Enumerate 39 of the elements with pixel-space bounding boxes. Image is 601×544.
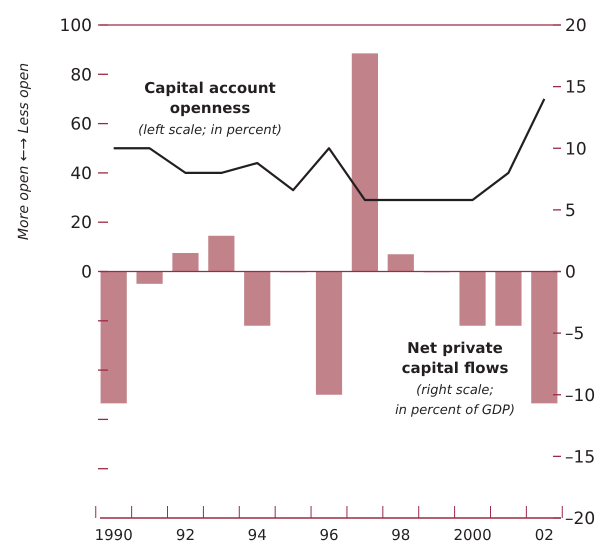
y2-tick-label: –15 bbox=[565, 447, 596, 468]
y-tick-label: 40 bbox=[70, 164, 92, 184]
x-tick-label: 02 bbox=[534, 526, 554, 544]
y2-tick-label: 15 bbox=[565, 78, 587, 98]
annotation: (right scale; in percent of GDP) bbox=[395, 383, 515, 418]
y2-tick-label: 10 bbox=[565, 139, 587, 160]
bar bbox=[316, 272, 342, 395]
bar bbox=[136, 272, 163, 284]
x-tick-label: 96 bbox=[319, 526, 339, 544]
bar bbox=[208, 236, 234, 272]
y2-tick-label: 20 bbox=[565, 16, 587, 36]
y-tick-label: 0 bbox=[81, 262, 92, 282]
x-tick-label: 98 bbox=[391, 526, 410, 544]
text: Capital account openness bbox=[144, 79, 276, 117]
y-tick-label: 100 bbox=[60, 16, 92, 36]
annotation: (left scale; in percent) bbox=[138, 123, 282, 138]
y2-tick-label: –20 bbox=[565, 509, 596, 529]
bar bbox=[352, 53, 378, 272]
series-label: Net private capital flows bbox=[402, 339, 508, 377]
bar bbox=[100, 272, 127, 404]
y-axis-title: More open ←→ Less open bbox=[16, 62, 32, 240]
y2-tick-label: –10 bbox=[565, 386, 596, 406]
x-tick-label: 1990 bbox=[94, 526, 133, 544]
x-tick-label: 92 bbox=[176, 526, 196, 544]
y2-tick-label: –5 bbox=[565, 324, 584, 344]
line-series bbox=[112, 98, 546, 202]
bar bbox=[531, 272, 558, 404]
x-tick-label: 94 bbox=[248, 526, 267, 544]
bar bbox=[459, 272, 486, 326]
y2-tick-label: 5 bbox=[565, 200, 576, 221]
bar bbox=[388, 254, 414, 272]
x-tick-label: 2000 bbox=[453, 526, 492, 544]
bar bbox=[244, 272, 270, 326]
y-tick-label: 20 bbox=[70, 213, 92, 234]
y-tick-label: 80 bbox=[70, 65, 92, 86]
y-tick-label: 60 bbox=[70, 114, 92, 135]
bar bbox=[172, 253, 199, 272]
y2-tick-label: 0 bbox=[565, 262, 576, 282]
bar bbox=[495, 272, 522, 326]
